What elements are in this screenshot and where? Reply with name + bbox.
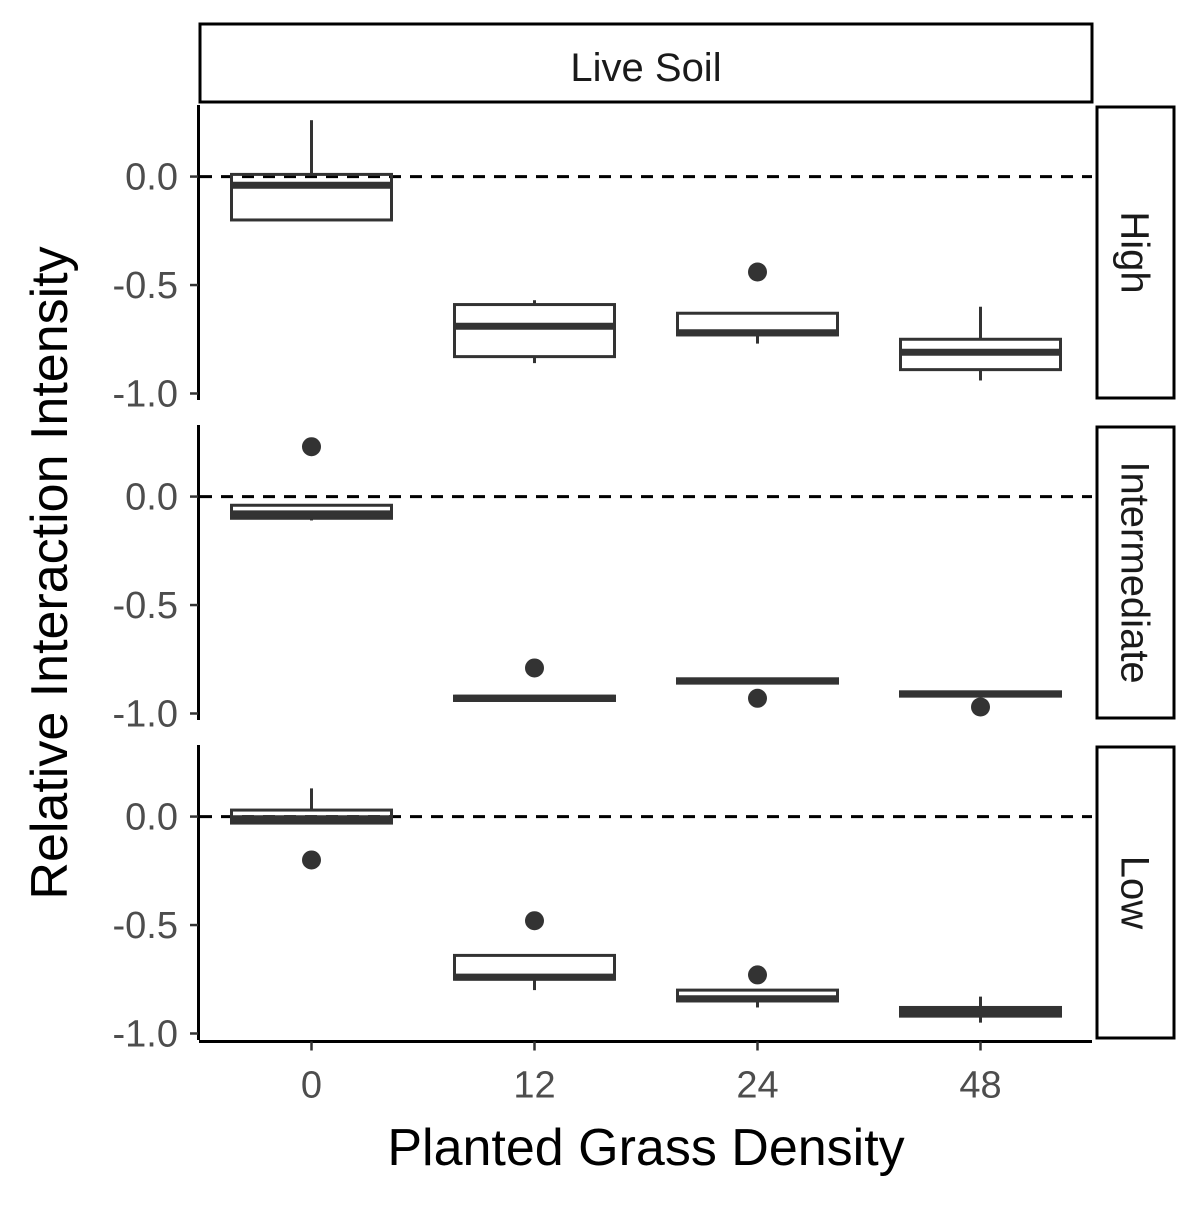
- row-strip-box: [1095, 745, 1176, 1040]
- y-tick-label: -0.5: [113, 585, 178, 627]
- row-strip-box: [1095, 425, 1176, 720]
- outlier-point: [302, 437, 321, 457]
- y-tick-label: -1.0: [113, 373, 178, 415]
- panel-low: 0.0 -0.5 -1.0 Low: [113, 745, 1176, 1055]
- box-low-48: [899, 996, 1062, 1023]
- y-tick-label: -1.0: [113, 693, 178, 735]
- box-low-0: [230, 788, 393, 870]
- column-strip: Live Soil: [198, 22, 1094, 104]
- x-axis: 0 12 24 48: [199, 1040, 1092, 1107]
- row-strip-label: High: [1113, 211, 1157, 293]
- box-intermediate-48: [899, 690, 1062, 717]
- box-intermediate-12: [453, 658, 616, 702]
- row-strip-box: [1095, 105, 1176, 400]
- box-iqr: [230, 172, 393, 222]
- box-high-0: [230, 120, 393, 222]
- box-high-24: [676, 262, 839, 344]
- row-strip-label: Intermediate: [1113, 461, 1157, 683]
- x-tick-label: 24: [736, 1065, 778, 1107]
- x-tick-label: 12: [513, 1065, 555, 1107]
- box-high-48: [899, 306, 1062, 381]
- y-tick-label: -1.0: [113, 1013, 178, 1055]
- panel-high: 0.0 -0.5 -1.0 High: [113, 105, 1176, 415]
- box-iqr: [453, 303, 616, 359]
- panels: 0.0-0.5-1.0High0.0-0.5-1.0Intermediate0.…: [113, 105, 1176, 1055]
- box-high-12: [453, 300, 616, 364]
- row-strip-label: Low: [1113, 856, 1157, 929]
- column-strip-label: Live Soil: [570, 46, 721, 90]
- outlier-point: [748, 688, 767, 708]
- x-tick-label: 48: [959, 1065, 1001, 1107]
- outlier-point: [525, 911, 544, 931]
- y-tick-label: 0.0: [125, 157, 178, 199]
- y-tick-label: 0.0: [125, 477, 178, 519]
- panel-intermediate: 0.0 -0.5 -1.0 Intermediate: [113, 425, 1176, 735]
- y-tick-label: -0.5: [113, 905, 178, 947]
- box-low-12: [453, 911, 616, 991]
- column-strip-box: [198, 22, 1094, 104]
- x-axis-title: Planted Grass Density: [387, 1119, 904, 1177]
- x-tick-label: 0: [301, 1065, 322, 1107]
- outlier-point: [748, 965, 767, 985]
- outlier-point: [971, 697, 990, 717]
- outlier-point: [748, 262, 767, 282]
- box-intermediate-0: [230, 437, 393, 521]
- box-low-24: [676, 965, 839, 1008]
- y-axis-title: Relative Interaction Intensity: [21, 246, 79, 899]
- outlier-point: [525, 658, 544, 678]
- y-tick-label: -0.5: [113, 265, 178, 307]
- box-intermediate-24: [676, 677, 839, 708]
- outlier-point: [302, 850, 321, 870]
- y-tick-label: 0.0: [125, 797, 178, 839]
